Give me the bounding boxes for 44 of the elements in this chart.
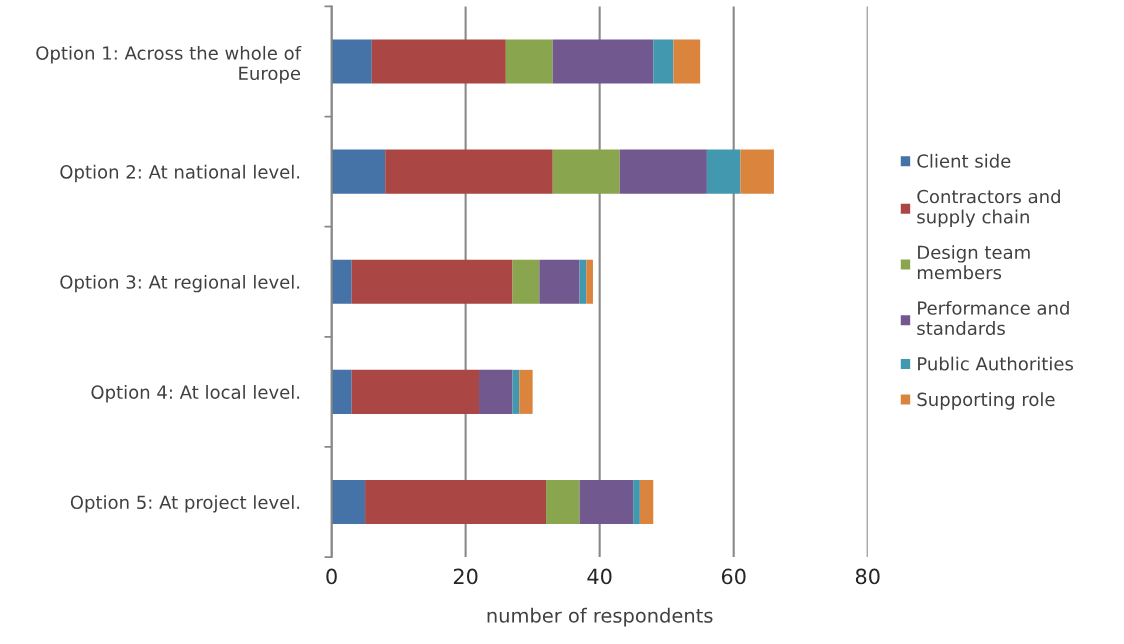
bar bbox=[331, 479, 366, 525]
x-tick-label: 60 bbox=[721, 568, 746, 585]
bar bbox=[365, 479, 547, 525]
bar bbox=[351, 369, 480, 414]
legend-label: Client side bbox=[917, 153, 1011, 168]
bar bbox=[371, 39, 506, 84]
bar bbox=[706, 149, 741, 194]
bar bbox=[505, 39, 553, 84]
bar bbox=[579, 479, 634, 525]
x-axis-title: number of respondents bbox=[487, 607, 713, 627]
bar bbox=[619, 149, 707, 194]
bar bbox=[385, 149, 553, 194]
legend-label: Performance and standards bbox=[917, 300, 1069, 336]
x-tick-label: 80 bbox=[855, 568, 880, 585]
x-tick-label: 40 bbox=[587, 568, 612, 585]
bar bbox=[512, 259, 540, 304]
y-tick-label: Option 2: At national level. bbox=[60, 164, 300, 183]
x-tick-label: 20 bbox=[453, 568, 478, 585]
bar bbox=[639, 479, 654, 525]
bar bbox=[479, 369, 513, 414]
bar bbox=[546, 479, 580, 525]
legend-label: Contractors and supply chain bbox=[917, 189, 1060, 228]
bar bbox=[351, 259, 513, 304]
bar bbox=[552, 149, 620, 194]
y-tick-label: Option 1: Across the whole of Europe bbox=[36, 45, 302, 84]
bar bbox=[740, 149, 774, 194]
bar bbox=[673, 39, 701, 84]
y-tick-label: Option 4: At local level. bbox=[91, 385, 300, 403]
bar bbox=[331, 259, 352, 304]
bar bbox=[331, 369, 352, 414]
bar bbox=[586, 259, 593, 304]
legend-label: Supporting role bbox=[917, 392, 1055, 410]
legend-label: Public Authorities bbox=[918, 356, 1074, 371]
bar bbox=[331, 39, 372, 84]
bar bbox=[539, 259, 580, 304]
bar bbox=[519, 369, 533, 414]
bar bbox=[653, 39, 674, 84]
bar bbox=[633, 479, 640, 525]
legend-label: Design team members bbox=[917, 245, 1030, 280]
bar bbox=[552, 39, 654, 84]
x-tick-label: 0 bbox=[326, 568, 337, 585]
y-tick-label: Option 3: At regional level. bbox=[60, 274, 300, 293]
y-tick-label: Option 5: At project level. bbox=[70, 495, 300, 513]
bar bbox=[331, 149, 386, 194]
